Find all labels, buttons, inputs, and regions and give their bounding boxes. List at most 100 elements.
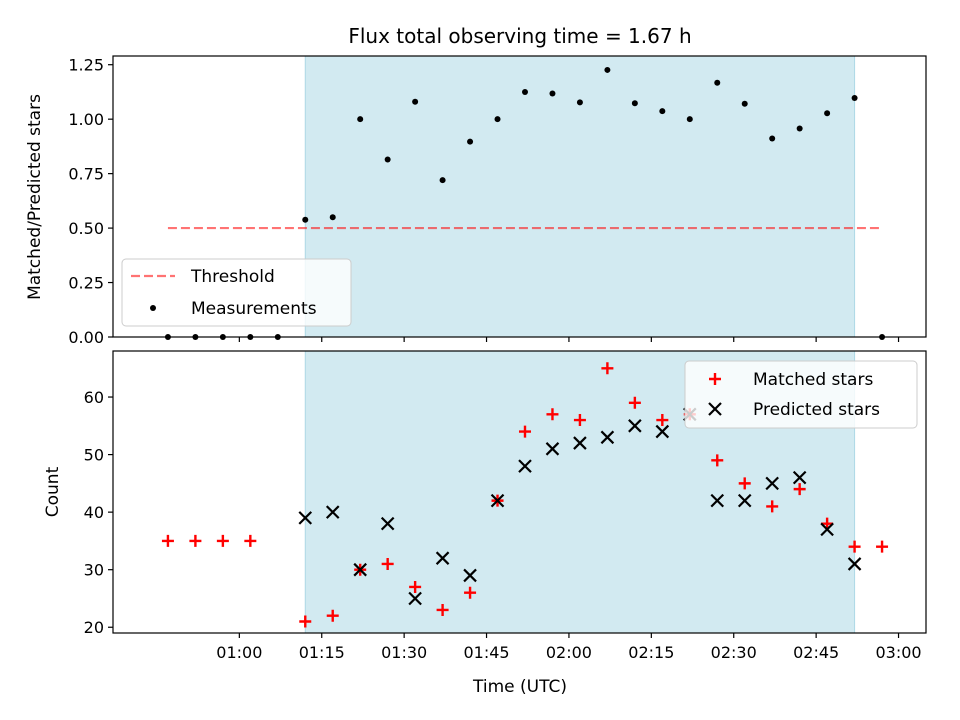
count-y-axis-label: Count (43, 466, 63, 517)
ratio-y-tick-label: 0.00 (68, 328, 104, 347)
legend-threshold-label: Threshold (190, 267, 275, 287)
matched-stars-point (601, 362, 614, 375)
count-axes-frame (112, 350, 927, 634)
legend-predicted-label: Predicted stars (753, 400, 880, 420)
count-y-tick-label: 40 (84, 503, 104, 522)
measurement-point (879, 334, 886, 340)
matched-stars-point (738, 477, 751, 490)
x-tick-label: 01:15 (299, 643, 345, 662)
matched-stars-point (766, 500, 779, 513)
measurement-point (714, 79, 721, 86)
predicted-stars-point (408, 591, 422, 606)
ratio-y-axis-label: Matched/Predicted stars (25, 94, 45, 300)
count-legend-box (684, 360, 918, 429)
measurement-point (549, 90, 556, 97)
measurement-point (851, 95, 858, 102)
measurement-point (659, 108, 666, 115)
legend-predicted-swatch (708, 402, 722, 416)
count-y-tick-label: 50 (84, 446, 104, 465)
predicted-stars-point (545, 442, 560, 456)
x-tick-label: 02:30 (711, 643, 757, 662)
predicted-stars-point (353, 562, 367, 577)
measurement-point (769, 135, 776, 142)
measurement-point (302, 216, 309, 223)
matched-stars-point (189, 534, 202, 547)
measurement-point (439, 177, 446, 184)
predicted-stars-point (792, 470, 807, 485)
x-axis-label: Time (UTC) (472, 677, 567, 697)
legend-measurements-label: Measurements (191, 299, 317, 319)
matched-stars-point (628, 396, 641, 409)
measurement-point (741, 100, 748, 107)
measurement-point (521, 88, 528, 95)
ratio-y-tick-label: 0.50 (68, 219, 104, 238)
matched-stars-point (546, 408, 559, 421)
measurement-point (686, 116, 693, 123)
matched-stars-point (573, 414, 586, 427)
predicted-stars-point (380, 516, 395, 531)
ratio-panel: 0.00 0.25 0.50 0.75 1.00 1.25 Threshold Measure… (68, 55, 927, 347)
x-tick-label: 02:00 (546, 643, 592, 662)
matched-stars-point (821, 517, 834, 530)
measurement-point (467, 138, 474, 145)
count-y-tick-label: 20 (84, 618, 104, 637)
measurement-point (631, 100, 638, 107)
ratio-axes-frame (112, 55, 927, 338)
count-y-tick-label: 30 (84, 561, 104, 580)
predicted-stars-point (820, 522, 834, 537)
ratio-y-tick-label: 1.00 (68, 110, 104, 129)
predicted-stars-point (655, 424, 670, 439)
predicted-stars-point (325, 505, 340, 519)
measurement-point (192, 334, 199, 340)
legend-matched-label: Matched stars (753, 370, 873, 390)
measurement-point (576, 99, 583, 106)
measurement-point (219, 334, 226, 340)
predicted-stars-point (710, 493, 725, 508)
measurement-point (412, 98, 419, 105)
matched-stars-point (326, 609, 339, 622)
ratio-legend-box (121, 258, 352, 327)
matched-stars-point (216, 534, 229, 547)
ratio-y-tick-label: 1.25 (68, 56, 104, 75)
measurement-point (796, 125, 803, 132)
predicted-stars-point (847, 557, 862, 571)
predicted-stars-point (765, 476, 779, 491)
measurement-point (494, 116, 501, 123)
predicted-stars-point (737, 493, 752, 508)
x-tick-label: 01:00 (216, 643, 262, 662)
matched-stars-point (876, 540, 889, 553)
predicted-stars-point (600, 430, 615, 445)
predicted-stars-point (463, 568, 477, 583)
matched-stars-point (381, 557, 394, 570)
chart-title: Flux total observing time = 1.67 h (348, 24, 691, 48)
matched-stars-point (656, 414, 669, 427)
measurement-point (824, 110, 831, 117)
matched-stars-point (793, 483, 806, 496)
measurement-point (164, 334, 171, 340)
ratio-y-tick-label: 0.75 (68, 165, 104, 184)
x-tick-label: 02:45 (793, 643, 839, 662)
matched-stars-point (299, 615, 312, 628)
count-panel: 20 30 40 50 60 01:00 01:15 01:30 01:45 02:00 02:15… (84, 350, 927, 662)
predicted-stars-point (573, 436, 587, 450)
x-tick-label: 01:45 (463, 643, 509, 662)
x-tick-label: 01:30 (381, 643, 427, 662)
measurement-point (329, 214, 336, 221)
predicted-stars-point (490, 493, 505, 508)
matched-stars-point (161, 534, 174, 547)
count-y-tick-label: 60 (84, 388, 104, 407)
matched-stars-point (244, 534, 257, 547)
measurement-point (357, 116, 364, 123)
predicted-stars-point (298, 511, 313, 525)
matched-stars-point (711, 454, 724, 467)
matched-stars-point (464, 586, 477, 599)
predicted-stars-point (628, 419, 642, 433)
count-legend: Matched stars Predicted stars (684, 360, 918, 429)
legend-matched-swatch (709, 373, 721, 385)
matched-stars-point (518, 425, 531, 438)
ratio-observing-window (304, 55, 856, 338)
ratio-y-tick-label: 0.25 (68, 274, 104, 293)
measurement-point (247, 334, 254, 340)
ratio-legend: Threshold Measurements (121, 258, 352, 327)
